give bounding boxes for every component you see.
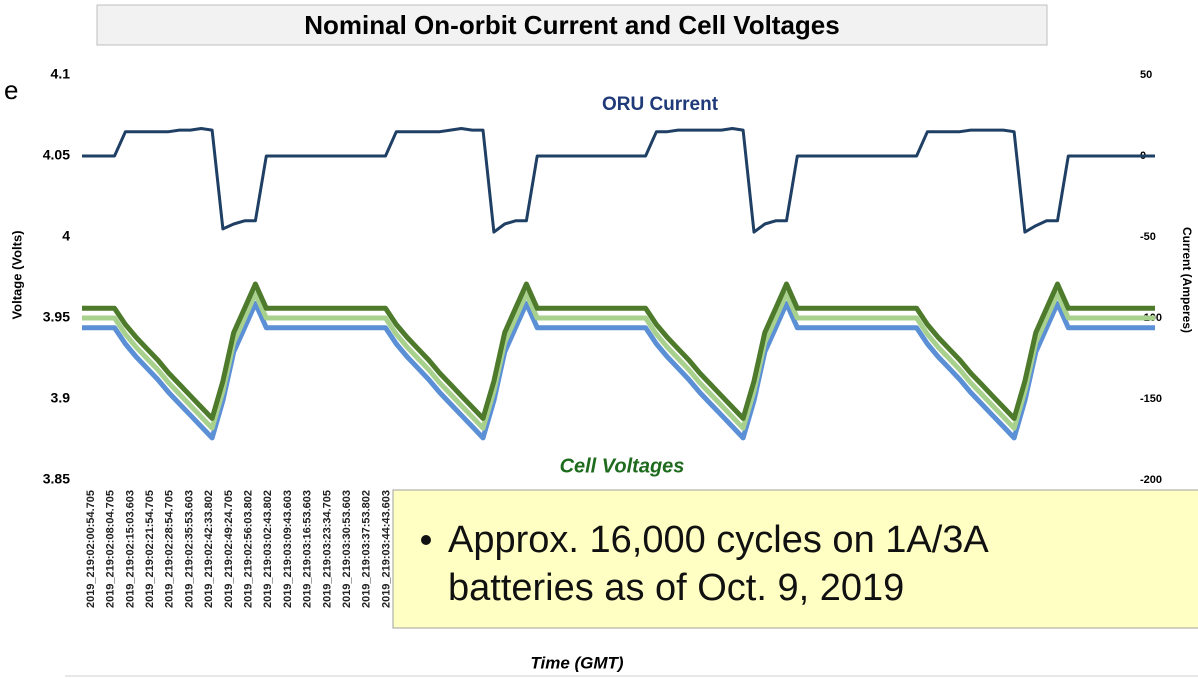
- x-axis-label: Time (GMT): [530, 653, 624, 672]
- chart-title: Nominal On-orbit Current and Cell Voltag…: [304, 10, 839, 40]
- x-tick-label: 2019_219:02:21:54.705: [144, 490, 156, 608]
- y-tick-label: 3.9: [51, 390, 71, 406]
- y2-tick-label: -50: [1140, 231, 1156, 243]
- bullet: [421, 535, 431, 545]
- annotation: Cell Voltages: [560, 455, 685, 477]
- annotation: ORU Current: [602, 94, 719, 115]
- x-tick-label: 2019_219:03:44:43.603: [380, 490, 392, 608]
- data-line: [82, 300, 1155, 441]
- y2-tick-label: -150: [1140, 393, 1162, 405]
- plot-area: 3.853.93.9544.054.1-200-150-100-50050201…: [43, 66, 1162, 608]
- x-tick-label: 2019_219:03:02:43.802: [262, 490, 274, 608]
- y-tick-label: 4.05: [43, 147, 70, 163]
- x-tick-label: 2019_219:02:42:33.802: [203, 490, 215, 608]
- y-tick-label: 4.1: [51, 66, 71, 82]
- y2-axis-label: Current (Amperes): [1180, 227, 1194, 333]
- data-line: [82, 281, 1155, 421]
- x-tick-label: 2019_219:02:00:54.705: [85, 490, 97, 608]
- y2-tick-label: -200: [1140, 474, 1162, 486]
- x-tick-label: 2019_219:02:08:04.705: [105, 490, 117, 608]
- x-tick-label: 2019_219:02:49:24.705: [223, 490, 235, 608]
- x-tick-label: 2019_219:03:23:34.705: [321, 490, 333, 608]
- y-tick-label: 3.85: [43, 471, 70, 487]
- x-tick-label: 2019_219:03:16:53.603: [302, 490, 314, 608]
- x-tick-label: 2019_219:02:28:54.705: [164, 490, 176, 608]
- slide-fragment: e: [4, 75, 18, 105]
- callout-text: Approx. 16,000 cycles on 1A/3A: [448, 519, 989, 561]
- title-box: [96, 4, 1048, 46]
- y-axis-label: Voltage (Volts): [9, 230, 24, 319]
- callout-text: batteries as of Oct. 9, 2019: [448, 567, 904, 609]
- y-tick-label: 3.95: [43, 309, 70, 325]
- y2-tick-label: 50: [1140, 69, 1152, 81]
- y-tick-label: 4: [62, 228, 70, 244]
- x-tick-label: 2019_219:02:15:03.603: [124, 490, 136, 608]
- callout: Approx. 16,000 cycles on 1A/3A batteries…: [392, 489, 1198, 629]
- data-line: [82, 291, 1155, 431]
- callout-box: [392, 489, 1198, 629]
- x-tick-label: 2019_219:02:35:53.603: [183, 490, 195, 608]
- x-tick-label: 2019_219:03:30:53.603: [341, 490, 353, 608]
- x-tick-label: 2019_219:03:37:53.802: [361, 490, 373, 608]
- x-tick-label: 2019_219:03:09:43.603: [282, 490, 294, 608]
- x-tick-label: 2019_219:02:56:03.802: [243, 490, 255, 608]
- data-line: [82, 127, 1155, 234]
